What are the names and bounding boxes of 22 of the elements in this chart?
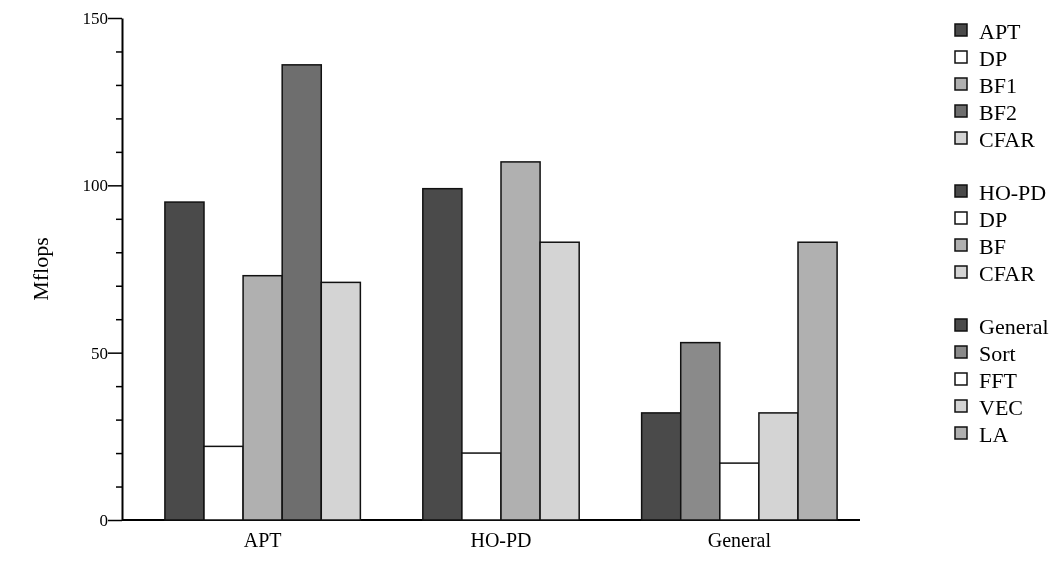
legend-label: BF2 (979, 100, 1017, 125)
legend-label: BF1 (979, 73, 1017, 98)
legend-label: FFT (979, 368, 1018, 393)
y-axis-title: Mflops (28, 237, 53, 301)
legend-label: General (979, 314, 1049, 339)
y-tick-label: 50 (91, 343, 108, 363)
legend-label: APT (979, 19, 1022, 44)
legend-label: DP (979, 46, 1008, 71)
legend-label: BF (979, 234, 1006, 259)
legend-label: CFAR (979, 261, 1036, 286)
x-tick-label: APT (243, 529, 282, 551)
legend-label: HO-PD (979, 180, 1047, 205)
legend-label: DP (979, 207, 1008, 232)
legend-label: Sort (979, 341, 1016, 366)
legend-label: VEC (979, 395, 1023, 420)
x-tick-label: HO-PD (470, 529, 532, 551)
y-tick-label: 0 (99, 510, 108, 530)
x-tick-label: General (707, 529, 772, 551)
legend-label: CFAR (979, 127, 1036, 152)
y-tick-label: 150 (82, 8, 108, 28)
y-tick-label: 100 (82, 176, 108, 196)
legend-label: LA (979, 422, 1009, 447)
